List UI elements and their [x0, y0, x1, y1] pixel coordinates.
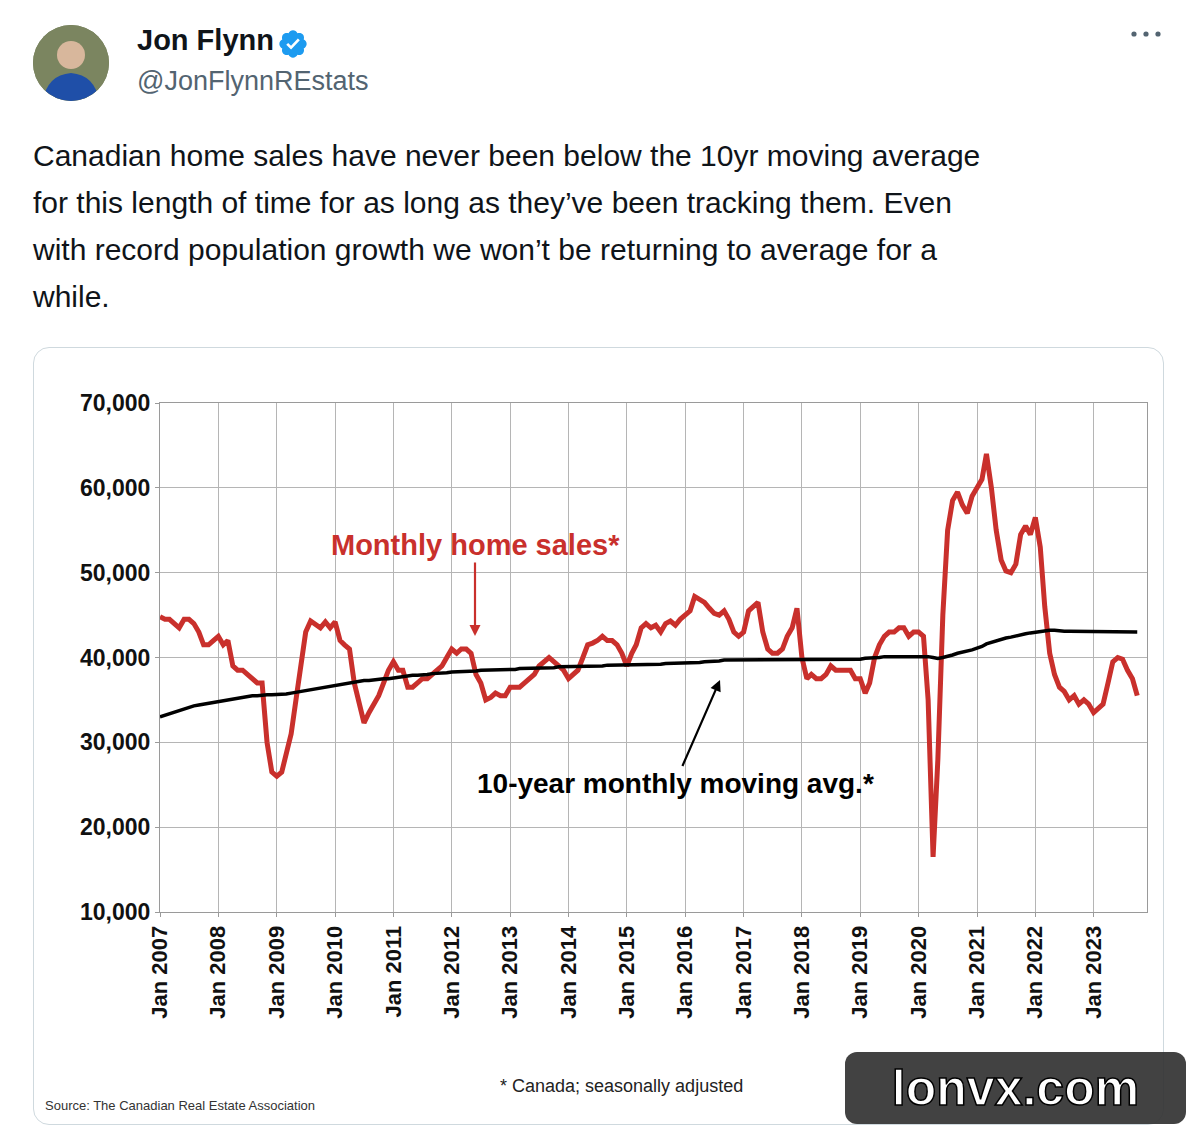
- svg-text:Jan 2022: Jan 2022: [1022, 926, 1047, 1019]
- html-text:Jon Flynn: Jon Flynn: [137, 24, 274, 56]
- svg-text:Monthly home sales*: Monthly home sales*: [331, 529, 620, 561]
- html-text:lonvx.com: lonvx.com: [891, 1060, 1140, 1116]
- svg-text:30,000: 30,000: [80, 729, 150, 755]
- html-text:* Canada; seasonally adjusted: * Canada; seasonally adjusted: [500, 1076, 744, 1096]
- svg-text:20,000: 20,000: [80, 814, 150, 840]
- html-text:while.: while.: [33, 280, 110, 313]
- svg-text:Jan 2018: Jan 2018: [789, 926, 814, 1019]
- svg-text:Jan 2008: Jan 2008: [205, 926, 230, 1019]
- svg-text:Jan 2019: Jan 2019: [847, 926, 872, 1019]
- svg-text:50,000: 50,000: [80, 560, 150, 586]
- html-text:@JonFlynnREstats: @JonFlynnREstats: [137, 66, 369, 96]
- svg-text:Jan 2016: Jan 2016: [672, 926, 697, 1019]
- html-text:Source: The Canadian Real Esta: Source: The Canadian Real Estate Associa…: [45, 1098, 315, 1113]
- svg-text:70,000: 70,000: [80, 390, 150, 416]
- svg-text:Jan 2014: Jan 2014: [556, 925, 581, 1019]
- svg-text:Jan 2007: Jan 2007: [147, 926, 172, 1019]
- svg-text:Jan 2010: Jan 2010: [322, 926, 347, 1019]
- svg-text:40,000: 40,000: [80, 645, 150, 671]
- svg-text:Jan 2020: Jan 2020: [906, 926, 931, 1019]
- svg-text:10,000: 10,000: [80, 899, 150, 925]
- svg-text:Jan 2009: Jan 2009: [264, 926, 289, 1019]
- svg-text:Jan 2015: Jan 2015: [614, 926, 639, 1019]
- html-text:with record population growth: with record population growth we won’t b…: [33, 233, 937, 266]
- svg-text:Jan 2017: Jan 2017: [731, 926, 756, 1019]
- svg-text:Jan 2021: Jan 2021: [964, 926, 989, 1019]
- html-text:Canadian home sales have never: Canadian home sales have never been belo…: [33, 139, 981, 172]
- svg-text:Jan 2013: Jan 2013: [497, 926, 522, 1019]
- svg-text:10-year monthly moving avg.*: 10-year monthly moving avg.*: [477, 768, 874, 799]
- svg-text:60,000: 60,000: [80, 475, 150, 501]
- svg-text:Jan 2011: Jan 2011: [381, 926, 406, 1018]
- svg-text:Jan 2012: Jan 2012: [439, 926, 464, 1019]
- html-text:for this length of time for as: for this length of time for as long as t…: [33, 186, 952, 219]
- svg-text:Jan 2023: Jan 2023: [1081, 926, 1106, 1019]
